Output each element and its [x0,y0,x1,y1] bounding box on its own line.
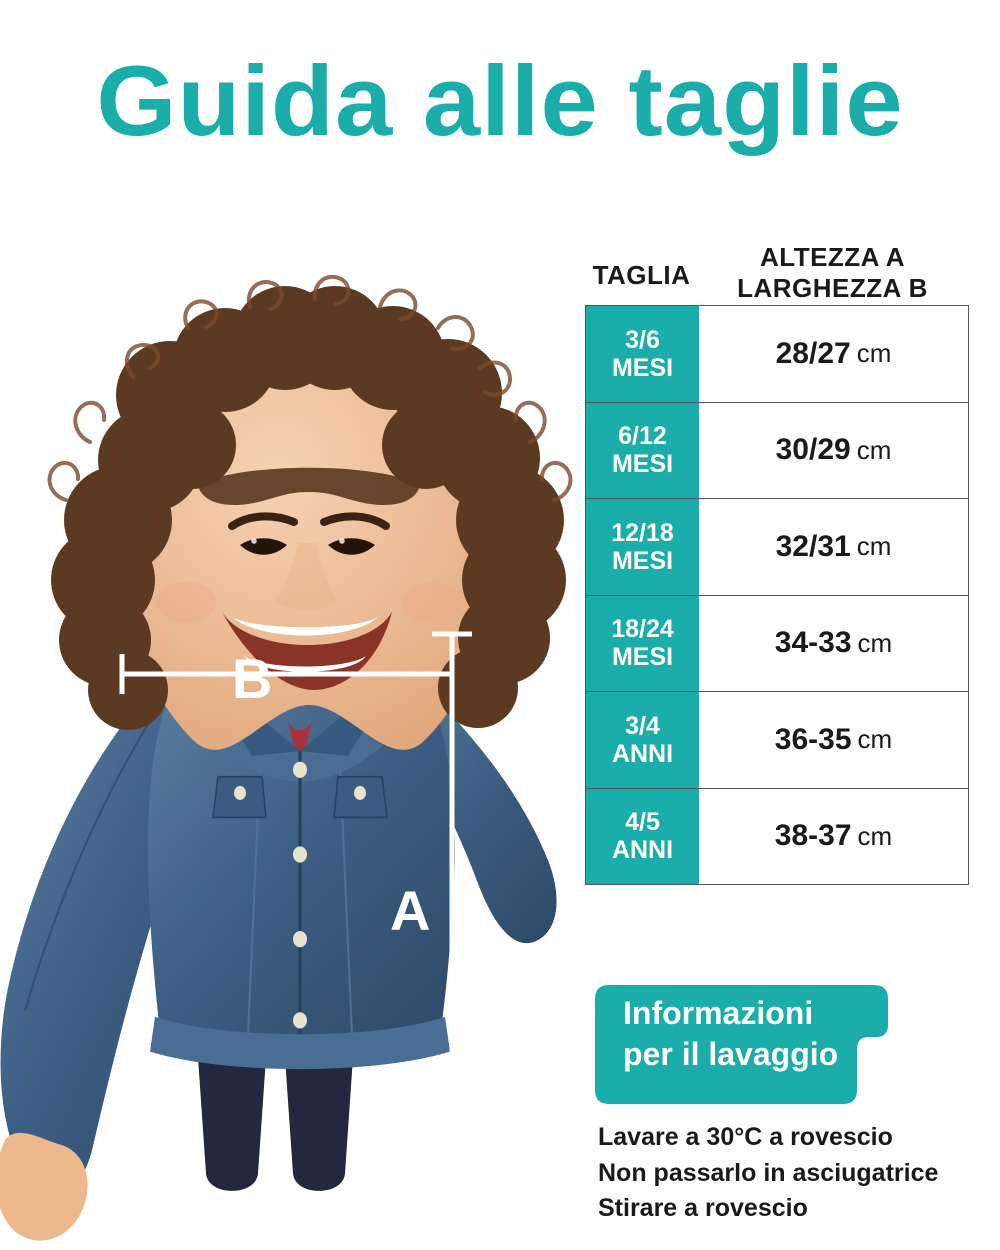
svg-text:A: A [390,879,430,942]
svg-text:B: B [232,647,272,710]
